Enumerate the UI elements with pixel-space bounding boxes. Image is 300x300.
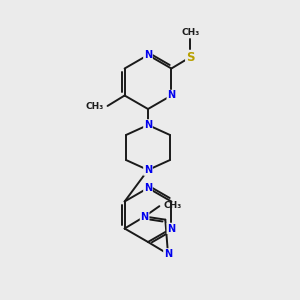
Text: CH₃: CH₃ [85,102,103,111]
Text: N: N [164,249,172,259]
Text: S: S [186,51,194,64]
Text: N: N [144,50,152,60]
Text: N: N [144,165,152,175]
Text: N: N [167,91,175,100]
Text: CH₃: CH₃ [181,28,200,37]
Text: N: N [144,183,152,193]
Text: N: N [141,212,149,221]
Text: N: N [144,120,152,130]
Text: CH₃: CH₃ [164,201,181,210]
Text: N: N [167,224,175,233]
